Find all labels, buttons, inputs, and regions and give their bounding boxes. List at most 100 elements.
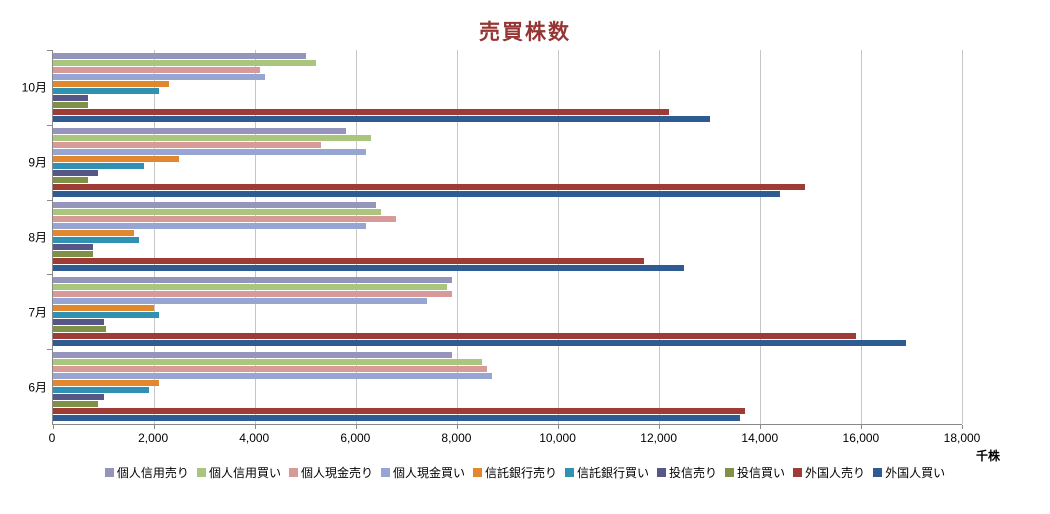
x-axis-tick [154,425,155,429]
bar-row [53,359,962,366]
legend-label: 個人現金買い [392,466,465,480]
bar-外国人買い-6月 [53,415,740,422]
bar-個人信用売り-10月 [53,52,306,59]
x-axis-tick [457,425,458,429]
legend-item-個人現金売り: 個人現金売り [288,464,373,481]
bar-信託銀行売り-8月 [53,230,134,237]
bar-投信買い-10月 [53,101,89,108]
bar-外国人売り-7月 [53,333,856,340]
bar-外国人買い-8月 [53,265,685,272]
gridline [658,50,660,424]
x-axis-tick-label: 4,000 [239,431,270,445]
bar-個人現金売り-9月 [53,141,321,148]
legend-swatch-icon [380,468,390,477]
bar-row [53,258,962,265]
bar-row [53,183,962,190]
bar-投信売り-9月 [53,169,99,176]
bar-信託銀行売り-9月 [53,155,180,162]
bar-row [53,387,962,394]
bar-row [53,305,962,312]
bar-個人信用買い-10月 [53,59,316,66]
bar-投信売り-8月 [53,244,94,251]
bar-row [53,352,962,359]
bar-個人信用売り-9月 [53,127,346,134]
gridline [154,50,155,424]
x-axis-tick [760,425,761,429]
legend-item-外国人買い: 外国人買い [873,464,945,481]
bar-row [53,401,962,408]
bar-個人信用買い-6月 [53,359,483,366]
bar-投信買い-8月 [53,251,94,258]
x-axis-tick-label: 6,000 [340,431,371,445]
bar-投信売り-7月 [53,319,104,326]
y-axis-tick [47,349,53,351]
bar-個人信用売り-7月 [53,277,452,284]
legend-item-個人信用売り: 個人信用売り [104,464,189,481]
bar-信託銀行買い-8月 [53,237,139,244]
x-axis-tick [255,425,256,429]
legend-label: 外国人売り [805,466,866,480]
bar-row [53,127,962,134]
bar-group-9月: 9月 [28,124,962,200]
bar-信託銀行買い-7月 [53,312,160,319]
y-axis-tick [47,274,53,276]
bar-row [53,408,962,415]
bar-信託銀行買い-10月 [53,87,160,94]
x-axis-tick [861,425,862,429]
legend-label: 信託銀行売り [484,466,557,480]
y-axis-category-label: 7月 [28,305,47,320]
legend-label: 個人信用買い [208,466,281,480]
x-axis-tick-label: 18,000 [943,431,981,445]
bar-row [53,202,962,209]
bar-row [53,312,962,319]
bar-row [53,115,962,122]
bar-row [53,230,962,237]
bar-row [53,340,962,347]
bar-row [53,223,962,230]
bar-row [53,52,962,59]
bar-row [53,209,962,216]
bar-row [53,333,962,340]
bar-投信買い-9月 [53,176,89,183]
bar-row [53,326,962,333]
bar-row [53,59,962,66]
bar-外国人売り-10月 [53,108,670,115]
legend-label: 個人信用売り [116,466,189,480]
bar-row [53,155,962,162]
legend-item-個人現金買い: 個人現金買い [380,464,465,481]
bar-row [53,216,962,223]
bar-row [53,94,962,101]
legend-swatch-icon [873,468,883,477]
bar-個人信用買い-9月 [53,134,372,141]
bar-row [53,284,962,291]
legend-label: 個人現金売り [300,466,373,480]
legend-item-信託銀行売り: 信託銀行売り [472,464,557,481]
bar-信託銀行売り-6月 [53,380,160,387]
gridline [861,50,862,424]
bar-個人現金売り-7月 [53,291,452,298]
x-axis-tick-label: 2,000 [138,431,169,445]
legend-item-投信買い: 投信買い [725,464,785,481]
y-axis-tick [47,124,53,126]
legend-swatch-icon [104,468,114,477]
bar-row [53,80,962,87]
bar-個人現金売り-8月 [53,216,397,223]
legend-swatch-icon [472,468,482,477]
legend-swatch-icon [657,468,667,477]
bar-group-8月: 8月 [28,199,962,275]
x-axis-tick-label: 12,000 [640,431,678,445]
x-axis-tick [558,425,559,429]
bar-row [53,319,962,326]
bar-個人現金買い-6月 [53,373,493,380]
bar-row [53,66,962,73]
bar-投信売り-6月 [53,394,104,401]
x-axis-tick-label: 14,000 [741,431,779,445]
gridline [355,50,357,424]
x-axis-tick-label: 8,000 [441,431,472,445]
y-axis-tick [47,199,53,201]
bar-個人現金買い-8月 [53,223,367,230]
x-axis-labels: 0 2,000 4,000 6,000 8,000 10,000 12,000 14,000 1… [49,431,981,447]
gridline [962,50,963,424]
bar-外国人売り-9月 [53,183,806,190]
legend-swatch-icon [288,468,298,477]
